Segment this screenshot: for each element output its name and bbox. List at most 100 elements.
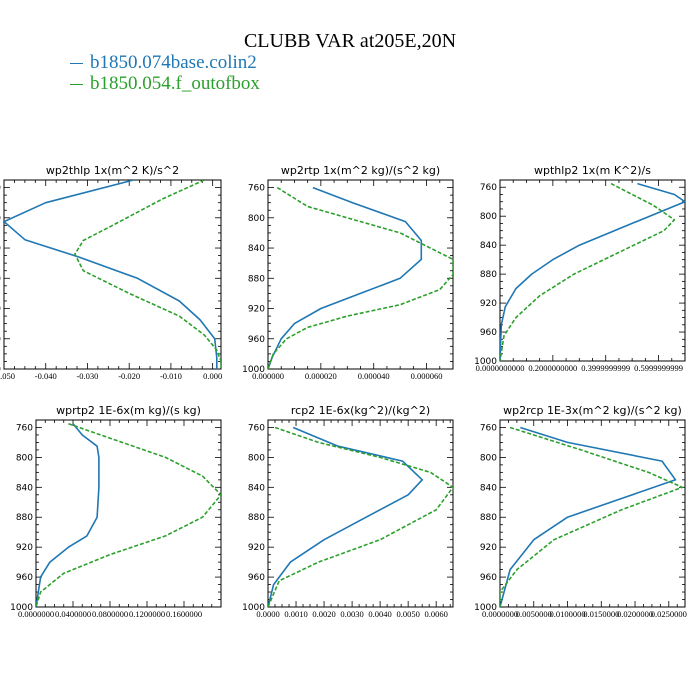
y-tick-label: 760: [248, 423, 265, 433]
y-tick-label: 800: [248, 453, 265, 463]
panel-title: wpthlp2 1x(m K^2)/s: [534, 164, 651, 177]
y-tick-label: 920: [480, 299, 497, 309]
y-tick-label: 880: [0, 274, 1, 284]
panel-frame: [35, 419, 222, 608]
y-tick-label: 960: [480, 573, 497, 583]
x-tick-label: 0.0150000: [583, 609, 619, 619]
y-tick-label: 800: [16, 453, 33, 463]
y-tick-label: 800: [248, 214, 265, 224]
y-tick-label: 840: [248, 483, 265, 493]
x-tick-label: 0.0040: [368, 609, 391, 619]
panel-5: rcp2 1E-6x(kg^2)/(kg^2) 760 800 840 880 920 96…: [242, 404, 454, 619]
y-tick-label: 880: [480, 270, 497, 280]
y-tick-label: 920: [248, 543, 265, 553]
y-tick-label: 920: [0, 305, 1, 315]
y-tick-label: 800: [0, 214, 1, 224]
legend-label-outofbox: b1850.054.f_outofbox: [90, 73, 260, 94]
panel-4: wprtp2 1E-6x(m kg)/(s kg) 760 800 840 880 920…: [10, 404, 222, 619]
x-tick-label: 0.0020: [312, 609, 335, 619]
x-tick-label: 0.000: [203, 371, 222, 381]
panel-title: wprtp2 1E-6x(m kg)/(s kg): [56, 404, 201, 417]
y-tick-label: 960: [248, 573, 265, 583]
y-tick-label: 920: [16, 543, 33, 553]
y-tick-label: 1000: [474, 357, 497, 367]
series-line-base: [268, 426, 424, 607]
panel-1: wp2thlp 1x(m^2 K)/s^2 760 800 840 880 920 960 1…: [0, 164, 222, 381]
y-tick-label: 960: [248, 335, 265, 345]
y-tick-label: 880: [248, 513, 265, 523]
panel-title: rcp2 1E-6x(kg^2)/(kg^2): [291, 404, 430, 417]
legend-swatch-outofbox: [70, 83, 83, 85]
x-tick-label: 0.0010: [284, 609, 307, 619]
x-tick-label: -0.010: [160, 371, 182, 381]
y-tick-label: 960: [0, 335, 1, 345]
panel-title: wp2thlp 1x(m^2 K)/s^2: [46, 164, 179, 177]
series-line-base: [500, 182, 685, 361]
x-tick-label: 0.000060: [411, 371, 443, 381]
y-tick-label: 840: [0, 244, 1, 254]
y-tick-label: 920: [480, 543, 497, 553]
x-tick-label: 0.000040: [358, 371, 390, 381]
y-tick-label: 960: [480, 328, 497, 338]
x-tick-label: 0.0030: [340, 609, 363, 619]
x-tick-label: 0.0400000: [55, 609, 91, 619]
x-tick-label: 0.0200000: [617, 609, 653, 619]
x-tick-label: 0.000020: [305, 371, 337, 381]
panel-title: wp2rtp 1x(m^2 kg)/(s^2 kg): [281, 164, 440, 177]
x-tick-label: 0.0050: [396, 609, 419, 619]
x-tick-label: 0.0250000: [651, 609, 687, 619]
x-tick-label: 0.0800000: [92, 609, 128, 619]
y-tick-label: 760: [16, 423, 33, 433]
x-tick-label: 0.0100000: [549, 609, 585, 619]
x-tick-label: 0.0000000000: [476, 363, 525, 373]
series-line-base: [4, 180, 218, 369]
x-tick-label: 0.0060: [424, 609, 447, 619]
series-line-base: [36, 423, 100, 607]
series-line-base: [500, 426, 677, 607]
y-tick-label: 840: [480, 241, 497, 251]
panel-6: wp2rcp 1E-3x(m^2 kg)/(s^2 kg) 760 800 840 88…: [474, 404, 687, 619]
series-line-outofbox: [268, 426, 453, 607]
y-tick-label: 1000: [10, 603, 33, 613]
y-tick-label: 800: [480, 212, 497, 222]
y-tick-label: 1000: [0, 365, 1, 375]
series-line-outofbox: [268, 186, 453, 369]
legend-item-base: b1850.074base.colin2: [70, 52, 257, 74]
panel-3: wpthlp2 1x(m K^2)/s 760 800 840 880 920 960 100…: [474, 164, 686, 373]
x-tick-label: -0.030: [76, 371, 98, 381]
x-tick-label: 0.1200000: [129, 609, 165, 619]
legend-item-outofbox: b1850.054.f_outofbox: [70, 73, 260, 95]
panel-title: wp2rcp 1E-3x(m^2 kg)/(s^2 kg): [503, 404, 682, 417]
x-tick-label: 0.000000: [252, 371, 284, 381]
x-tick-label: 0.1600000: [166, 609, 202, 619]
y-tick-label: 920: [248, 305, 265, 315]
y-tick-label: 1000: [242, 603, 265, 613]
x-tick-label: 0.3999999999: [581, 363, 630, 373]
y-tick-label: 840: [248, 244, 265, 254]
x-tick-label: 0.2000000000: [528, 363, 577, 373]
x-tick-label: 0.0050000: [516, 609, 552, 619]
y-tick-label: 1000: [242, 365, 265, 375]
x-tick-label: -0.040: [35, 371, 57, 381]
panel-frame: [267, 179, 454, 370]
x-tick-label: 0.0000: [256, 609, 279, 619]
y-tick-label: 880: [16, 513, 33, 523]
y-tick-label: 760: [480, 183, 497, 193]
legend-swatch-base: [70, 62, 83, 64]
panel-frame: [267, 419, 454, 608]
y-tick-label: 1000: [474, 603, 497, 613]
y-tick-label: 760: [0, 184, 1, 194]
x-tick-label: 0.5999999999: [634, 363, 683, 373]
panel-2: wp2rtp 1x(m^2 kg)/(s^2 kg) 760 800 840 880 92…: [242, 164, 454, 381]
y-tick-label: 760: [480, 423, 497, 433]
series-line-outofbox: [500, 426, 684, 607]
series-line-outofbox: [74, 180, 221, 369]
legend-label-base: b1850.074base.colin2: [90, 52, 257, 73]
y-tick-label: 880: [480, 513, 497, 523]
y-tick-label: 840: [16, 483, 33, 493]
y-tick-label: 880: [248, 274, 265, 284]
panel-frame: [3, 179, 222, 370]
y-tick-label: 840: [480, 483, 497, 493]
x-tick-label: 0.0000000: [18, 609, 54, 619]
